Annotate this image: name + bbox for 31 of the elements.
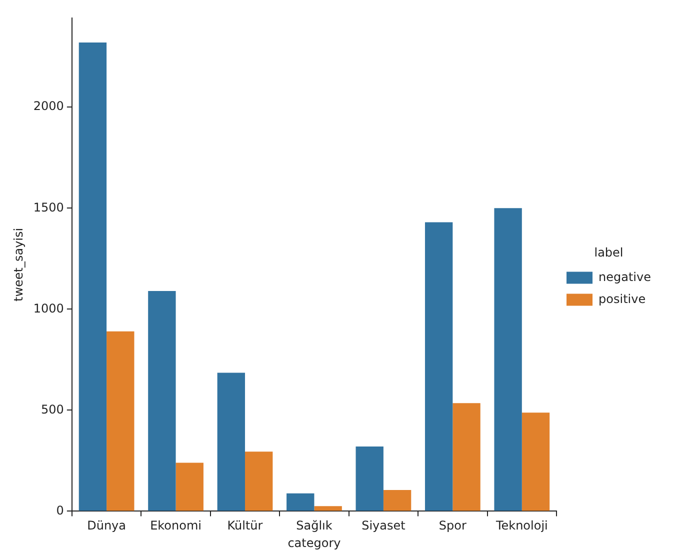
bar bbox=[383, 490, 412, 511]
bar bbox=[452, 403, 480, 511]
y-tick-label: 0 bbox=[56, 503, 64, 518]
x-tick-label: Ekonomi bbox=[150, 518, 202, 533]
bar bbox=[286, 493, 314, 511]
bar bbox=[78, 42, 107, 511]
bar bbox=[494, 208, 522, 511]
bar bbox=[522, 412, 550, 511]
x-tick-label: Teknoloji bbox=[494, 518, 548, 533]
x-tick-label: Sağlık bbox=[296, 518, 332, 533]
x-tick-label: Siyaset bbox=[362, 518, 406, 533]
bar bbox=[314, 506, 342, 511]
x-tick-label: Kültür bbox=[227, 518, 263, 533]
bar bbox=[356, 446, 384, 511]
bar bbox=[106, 331, 134, 511]
legend-label: positive bbox=[598, 292, 646, 306]
bar bbox=[176, 462, 204, 511]
x-axis-title: category bbox=[288, 536, 341, 550]
y-tick-label: 1000 bbox=[33, 301, 64, 316]
y-tick-label: 2000 bbox=[33, 99, 64, 114]
bar bbox=[424, 222, 453, 511]
legend-label: negative bbox=[598, 270, 651, 284]
y-tick-label: 1500 bbox=[33, 200, 64, 214]
y-tick-label: 500 bbox=[41, 402, 64, 416]
y-axis-title: tweet_sayisi bbox=[11, 228, 26, 302]
x-tick-label: Spor bbox=[438, 518, 466, 533]
legend-title: label bbox=[594, 245, 624, 260]
bar bbox=[148, 290, 176, 511]
bar bbox=[217, 372, 246, 511]
x-tick-label: Dünya bbox=[87, 518, 126, 533]
bar bbox=[245, 452, 273, 511]
